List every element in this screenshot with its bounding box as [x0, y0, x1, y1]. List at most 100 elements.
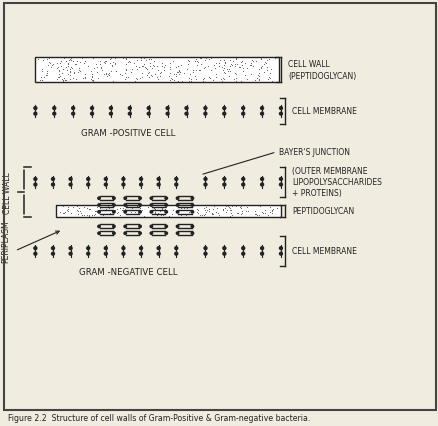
- Circle shape: [279, 252, 283, 256]
- Point: [222, 203, 229, 210]
- Point: [140, 61, 147, 68]
- Point: [228, 203, 235, 210]
- Point: [232, 71, 239, 78]
- Point: [195, 207, 202, 213]
- Point: [228, 212, 235, 219]
- Circle shape: [90, 112, 94, 116]
- Point: [185, 58, 192, 64]
- Point: [257, 57, 264, 64]
- Point: [109, 63, 116, 70]
- Circle shape: [112, 204, 116, 207]
- Point: [255, 67, 262, 74]
- Point: [256, 70, 263, 77]
- Circle shape: [203, 183, 208, 187]
- Circle shape: [147, 112, 151, 116]
- Point: [259, 210, 266, 217]
- Point: [64, 204, 71, 211]
- Point: [139, 207, 146, 214]
- Point: [90, 78, 97, 85]
- Point: [104, 72, 111, 78]
- Point: [221, 65, 228, 72]
- Point: [84, 212, 91, 219]
- Point: [208, 210, 215, 216]
- Point: [99, 213, 106, 219]
- Point: [156, 73, 163, 80]
- Point: [65, 60, 72, 67]
- Point: [105, 204, 112, 210]
- Circle shape: [203, 106, 208, 111]
- Point: [159, 206, 166, 213]
- Circle shape: [68, 177, 73, 181]
- Point: [68, 64, 75, 71]
- Point: [131, 209, 138, 216]
- Point: [166, 60, 173, 67]
- Point: [173, 65, 180, 72]
- Circle shape: [176, 210, 180, 214]
- Circle shape: [260, 183, 264, 187]
- Point: [237, 65, 244, 72]
- Point: [174, 69, 181, 76]
- Point: [196, 67, 203, 74]
- Circle shape: [164, 225, 168, 229]
- Point: [56, 75, 63, 82]
- Point: [266, 209, 273, 216]
- Point: [248, 58, 255, 64]
- Point: [238, 203, 245, 210]
- Circle shape: [123, 204, 127, 207]
- Circle shape: [97, 225, 101, 229]
- Circle shape: [109, 106, 113, 111]
- Circle shape: [127, 106, 132, 111]
- Point: [152, 204, 159, 211]
- Point: [201, 212, 208, 219]
- Point: [56, 68, 63, 75]
- Point: [155, 67, 162, 74]
- Point: [255, 213, 262, 219]
- Point: [63, 207, 70, 214]
- Point: [205, 75, 212, 81]
- Point: [221, 60, 228, 66]
- Point: [177, 69, 184, 76]
- Point: [231, 63, 238, 70]
- Circle shape: [222, 183, 226, 187]
- Point: [154, 210, 161, 217]
- Point: [102, 58, 109, 65]
- Point: [159, 205, 166, 212]
- Point: [159, 60, 166, 67]
- Point: [91, 212, 98, 219]
- Point: [128, 205, 135, 212]
- Point: [132, 64, 139, 71]
- Point: [123, 62, 130, 69]
- Point: [207, 56, 214, 63]
- Point: [92, 212, 99, 219]
- Point: [232, 57, 239, 63]
- Circle shape: [97, 232, 101, 236]
- Point: [266, 70, 273, 77]
- Point: [209, 206, 216, 213]
- Point: [140, 213, 147, 219]
- Point: [151, 210, 158, 217]
- Point: [229, 58, 236, 65]
- Point: [268, 79, 275, 86]
- Point: [81, 72, 88, 78]
- Point: [153, 75, 160, 81]
- Circle shape: [97, 204, 101, 207]
- Point: [197, 212, 204, 219]
- Point: [60, 210, 67, 216]
- Point: [241, 72, 248, 79]
- Circle shape: [86, 177, 90, 181]
- Circle shape: [191, 210, 194, 214]
- Circle shape: [139, 252, 143, 256]
- Point: [209, 77, 216, 84]
- Point: [200, 75, 207, 82]
- Point: [233, 55, 240, 62]
- Circle shape: [174, 183, 178, 187]
- Point: [57, 60, 64, 67]
- Point: [185, 58, 192, 65]
- Point: [133, 75, 140, 82]
- Point: [39, 57, 46, 64]
- Point: [219, 64, 226, 71]
- Circle shape: [176, 197, 180, 201]
- Circle shape: [104, 183, 108, 187]
- Point: [226, 63, 233, 70]
- Circle shape: [203, 246, 208, 250]
